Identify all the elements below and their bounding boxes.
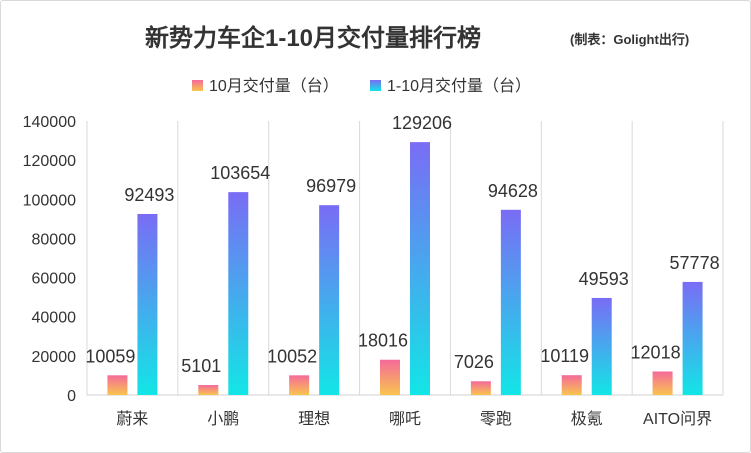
data-label: 5101	[181, 356, 221, 376]
data-label: 49593	[579, 269, 629, 289]
y-tick-label: 80000	[32, 231, 77, 248]
bar-monthly	[561, 375, 582, 395]
chart-title: 新势力车企1-10月交付量排行榜	[145, 24, 481, 52]
bar-cumulative	[500, 209, 521, 395]
y-tick-label: 60000	[32, 271, 77, 288]
data-label: 94628	[488, 181, 538, 201]
legend-swatch-monthly	[192, 80, 203, 91]
legend-label-monthly: 10月交付量（台）	[209, 77, 339, 95]
data-label: 7026	[454, 352, 494, 372]
y-tick-label: 40000	[32, 310, 77, 327]
data-label: 96979	[306, 176, 356, 196]
bar-cumulative	[682, 281, 703, 395]
bar-cumulative	[137, 213, 158, 395]
y-tick-label: 100000	[23, 192, 76, 209]
data-label: 129206	[392, 113, 452, 133]
data-label: 18016	[358, 331, 408, 351]
data-label: 10052	[267, 346, 317, 366]
data-label: 10119	[540, 346, 589, 366]
bar-cumulative	[228, 192, 249, 395]
data-labels: 10059 5101 10052 18016 7026 10119 12018 92493 10…	[85, 113, 719, 376]
legend-swatch-cumulative	[370, 80, 381, 91]
legend-label-cumulative: 1-10月交付量（台）	[387, 77, 531, 95]
bar-cumulative	[319, 205, 340, 395]
x-tick-label: 零跑	[480, 410, 512, 428]
bar-cumulative	[591, 297, 612, 395]
bars	[107, 142, 703, 395]
y-tick-label: 120000	[23, 153, 76, 170]
legend: 10月交付量（台） 1-10月交付量（台）	[192, 77, 531, 95]
data-label: 10059	[85, 346, 135, 366]
bar-monthly	[380, 359, 400, 395]
chart-subtitle: (制表：Golight出行)	[570, 32, 689, 47]
y-tick-label: 20000	[32, 349, 77, 366]
bar-monthly	[107, 375, 128, 395]
x-tick-label: 哪吒	[389, 410, 421, 428]
y-tick-label: 0	[67, 388, 76, 405]
y-tick-label: 140000	[23, 114, 76, 131]
data-label: 12018	[631, 342, 681, 362]
data-label: 57778	[670, 253, 720, 273]
x-tick-label: 极氪	[571, 410, 603, 428]
data-label: 92493	[124, 185, 174, 205]
x-tick-label: 蔚来	[116, 410, 148, 428]
bar-monthly	[198, 385, 219, 395]
bar-monthly	[289, 375, 310, 395]
x-tick-label: 小鹏	[207, 410, 239, 428]
bar-cumulative	[410, 142, 430, 395]
x-tick-label: AITO问界	[643, 410, 712, 428]
data-label: 103654	[210, 163, 270, 183]
bar-monthly	[470, 381, 491, 395]
axes: 0 20000 40000 60000 80000 100000 120000 140000 蔚…	[23, 114, 724, 428]
x-tick-label: 理想	[298, 410, 330, 428]
bar-monthly	[652, 371, 673, 395]
